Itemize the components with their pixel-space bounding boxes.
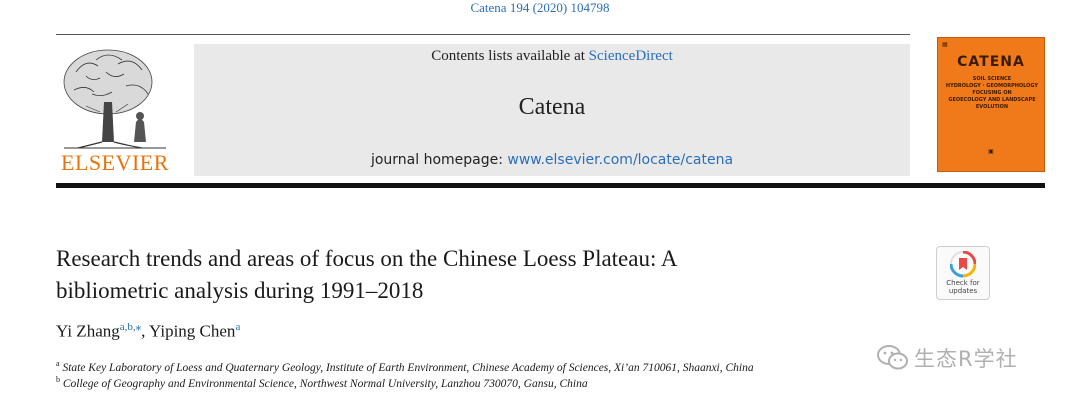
journal-banner: Contents lists available at ScienceDirec… (194, 44, 910, 176)
check-for-updates-label: Check for updates (937, 279, 989, 295)
journal-name: Catena (518, 94, 586, 120)
paper-title: Research trends and areas of focus on th… (56, 243, 876, 307)
sciencedirect-link[interactable]: ScienceDirect (588, 48, 673, 64)
contents-prefix: Contents lists available at (431, 48, 585, 64)
crossmark-icon (950, 251, 976, 278)
journal-cover[interactable]: ▦ CATENA SOIL SCIENCE HYDROLOGY · GEOMOR… (937, 37, 1045, 172)
homepage-link[interactable]: www.elsevier.com/locate/catena (507, 152, 734, 168)
cover-subtitle-line: FOCUSING ON (972, 90, 1012, 96)
author-list: Yi Zhanga,b,⁎, Yiping Chena (56, 320, 240, 342)
elsevier-tree-logo (56, 42, 174, 178)
watermark-text: 生态R学社 (914, 347, 1018, 371)
cover-subtitle: SOIL SCIENCE HYDROLOGY · GEOMORPHOLOGY F… (944, 76, 1040, 111)
cover-subtitle-line: HYDROLOGY · GEOMORPHOLOGY (945, 83, 1039, 89)
cover-subtitle-line: SOIL SCIENCE (972, 76, 1012, 82)
affiliation-a: a State Key Laboratory of Loess and Quat… (56, 359, 754, 374)
journal-citation[interactable]: Catena 194 (2020) 104798 (470, 0, 610, 15)
author-name[interactable]: Yiping Chen (149, 321, 236, 341)
top-divider (56, 34, 910, 35)
author-separator: , (141, 321, 150, 341)
header-divider (56, 183, 1045, 188)
check-line2: updates (948, 287, 978, 295)
journal-homepage: journal homepage: www.elsevier.com/locat… (194, 152, 910, 168)
paper-title-line: bibliometric analysis during 1991–2018 (56, 278, 424, 303)
homepage-prefix: journal homepage: (370, 152, 503, 168)
wechat-icon (877, 345, 908, 370)
author-name[interactable]: Yi Zhang (56, 321, 120, 341)
cover-subtitle-line: GEOECOLOGY AND LANDSCAPE EVOLUTION (948, 97, 1036, 110)
affiliation-b: b College of Geography and Environmental… (56, 375, 588, 390)
affiliation-text: State Key Laboratory of Loess and Quater… (62, 361, 754, 374)
check-for-updates-button[interactable]: Check for updates (936, 246, 990, 300)
check-line1: Check for (946, 279, 980, 287)
affiliation-marker: a (56, 359, 60, 368)
publisher-name: ELSEVIER (61, 150, 169, 175)
author-affiliation-marker[interactable]: a,b,⁎ (119, 321, 142, 333)
affiliation-marker: b (56, 375, 60, 384)
author-affiliation-marker[interactable]: a (235, 321, 241, 333)
watermark: 生态R学社 (876, 342, 1051, 374)
cover-logo-mark: ▦ (942, 41, 948, 48)
paper-title-line: Research trends and areas of focus on th… (56, 246, 678, 271)
contents-line: Contents lists available at ScienceDirec… (194, 48, 910, 65)
cover-publisher-icon: ▣ (988, 148, 994, 155)
cover-title: CATENA (957, 54, 1025, 70)
affiliation-text: College of Geography and Environmental S… (62, 377, 588, 390)
